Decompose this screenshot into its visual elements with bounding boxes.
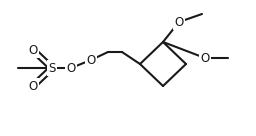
Text: O: O xyxy=(66,61,76,75)
Text: O: O xyxy=(86,53,96,67)
Text: S: S xyxy=(48,61,56,75)
Text: O: O xyxy=(200,52,210,64)
Text: O: O xyxy=(28,80,38,92)
Text: O: O xyxy=(174,16,184,29)
Text: O: O xyxy=(28,44,38,56)
